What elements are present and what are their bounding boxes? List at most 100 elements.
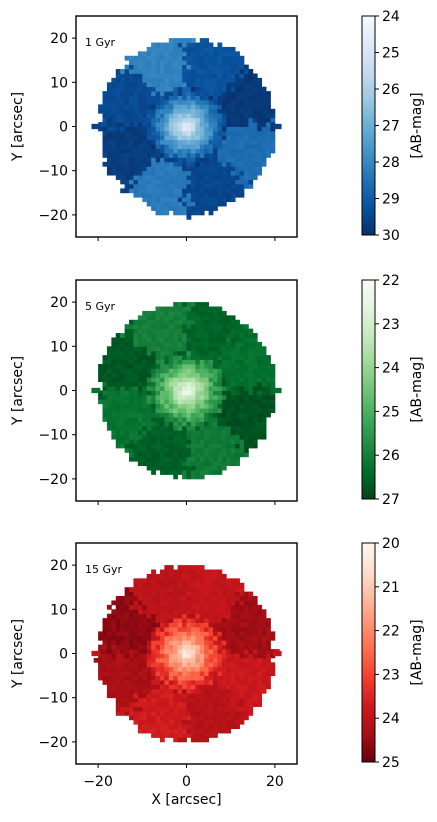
heatmap-cell <box>168 122 174 127</box>
heatmap-cell <box>133 86 139 92</box>
heatmap-cell <box>252 144 258 149</box>
heatmap-cell <box>124 82 130 88</box>
heatmap-cell <box>151 591 156 597</box>
heatmap-cell <box>195 130 201 136</box>
heatmap-cell <box>266 631 271 637</box>
heatmap-cell <box>168 618 174 623</box>
heatmap-cell <box>173 394 179 400</box>
heatmap-cell <box>226 578 232 584</box>
heatmap-cell <box>230 609 236 615</box>
heatmap-cell <box>168 456 174 462</box>
heatmap-cell <box>98 649 103 654</box>
heatmap-cell <box>182 359 187 365</box>
heatmap-cell <box>230 337 236 343</box>
heatmap-cell <box>124 157 130 163</box>
heatmap-cell <box>159 69 165 74</box>
heatmap-cell <box>137 82 143 88</box>
heatmap-cell <box>182 688 187 694</box>
heatmap-cell <box>177 706 183 712</box>
heatmap-cell <box>168 693 174 699</box>
heatmap-cell <box>199 399 205 405</box>
heatmap-cell <box>261 613 267 619</box>
heatmap-cell <box>204 86 209 92</box>
heatmap-cell <box>226 430 232 436</box>
heatmap-cell <box>213 350 218 356</box>
heatmap-cell <box>151 626 156 632</box>
heatmap-cell <box>235 355 240 360</box>
heatmap-cell <box>226 447 232 453</box>
heatmap-cell <box>182 333 187 338</box>
heatmap-cell <box>98 666 103 672</box>
heatmap-cell <box>146 69 152 74</box>
heatmap-cell <box>137 346 143 352</box>
heatmap-cell <box>208 644 214 650</box>
heatmap-cell <box>137 381 143 387</box>
heatmap-cell <box>248 117 254 123</box>
heatmap-cell <box>208 161 214 167</box>
heatmap-cell <box>199 197 205 203</box>
heatmap-cell <box>204 728 209 734</box>
heatmap-cell <box>235 596 240 601</box>
heatmap-cell <box>190 192 196 198</box>
heatmap-cell <box>120 421 126 427</box>
heatmap-cell <box>186 346 192 352</box>
heatmap-cell <box>252 609 258 615</box>
heatmap-cell <box>195 179 201 185</box>
heatmap-cell <box>164 604 170 610</box>
heatmap-cell <box>195 77 201 83</box>
heatmap-cell <box>133 434 139 440</box>
heatmap-cell <box>204 153 209 158</box>
heatmap-cell <box>111 635 117 641</box>
heatmap-cell <box>248 135 254 141</box>
heatmap-cell <box>208 126 214 132</box>
heatmap-cell <box>221 582 227 588</box>
heatmap-cell <box>182 609 187 615</box>
heatmap-cell <box>239 600 245 606</box>
heatmap-cell <box>239 702 245 707</box>
heatmap-cell <box>186 192 192 198</box>
heatmap-cell <box>226 179 232 185</box>
heatmap-cell <box>164 465 170 471</box>
heatmap-cell <box>120 363 126 369</box>
heatmap-cell <box>155 680 161 685</box>
heatmap-cell <box>98 108 103 114</box>
heatmap-cell <box>182 372 187 378</box>
heatmap-cell <box>270 631 276 637</box>
heatmap-cell <box>129 390 134 396</box>
heatmap-cell <box>208 130 214 136</box>
heatmap-cell <box>199 315 205 321</box>
heatmap-cell <box>248 635 254 641</box>
heatmap-cell <box>120 675 126 681</box>
heatmap-cell <box>142 368 148 374</box>
colorbar-label: [AB-mag] <box>409 356 425 422</box>
heatmap-cell <box>177 569 183 575</box>
heatmap-cell <box>102 108 108 114</box>
y-tick-label: 10 <box>50 339 68 355</box>
heatmap-cell <box>159 613 165 619</box>
heatmap-cell <box>137 618 143 623</box>
heatmap-cell <box>261 394 267 400</box>
heatmap-cell <box>177 613 183 619</box>
heatmap-cell <box>146 452 152 458</box>
heatmap-cell <box>195 675 201 681</box>
heatmap-cell <box>217 372 223 378</box>
heatmap-cell <box>164 161 170 167</box>
heatmap-cell <box>186 587 192 593</box>
heatmap-cell <box>226 91 232 96</box>
heatmap-cell <box>155 324 161 330</box>
heatmap-cell <box>248 130 254 136</box>
heatmap-cell <box>235 117 240 123</box>
heatmap-cell <box>257 368 263 374</box>
heatmap-cell <box>186 153 192 158</box>
heatmap-cell <box>239 706 245 712</box>
heatmap-cell <box>213 381 218 387</box>
heatmap-cell <box>151 578 156 584</box>
heatmap-cell <box>199 337 205 343</box>
heatmap-cell <box>213 640 218 646</box>
heatmap-cell <box>230 377 236 383</box>
heatmap-cell <box>213 113 218 119</box>
heatmap-cell <box>230 649 236 654</box>
heatmap-cell <box>177 596 183 601</box>
heatmap-cell <box>173 706 179 712</box>
heatmap-cell <box>129 82 134 88</box>
